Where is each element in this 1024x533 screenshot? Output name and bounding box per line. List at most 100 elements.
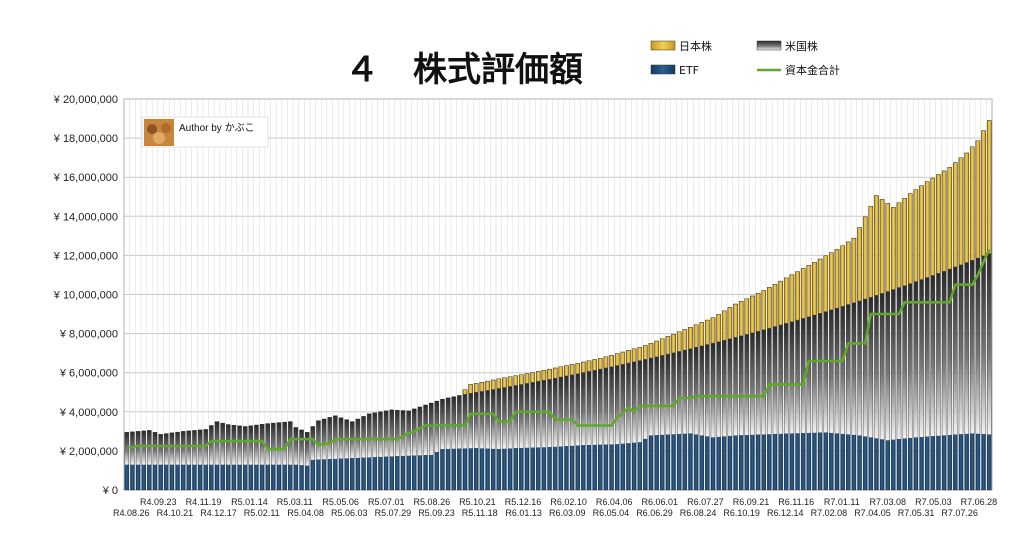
x-tick-label: R7.01.11 xyxy=(824,497,860,507)
bar-etf xyxy=(181,464,186,490)
bar-us-stock xyxy=(462,394,468,449)
bar-us-stock xyxy=(530,382,535,448)
bar xyxy=(203,429,208,491)
bar-etf xyxy=(834,433,840,490)
bar-jp-stock xyxy=(761,290,766,330)
bar xyxy=(479,382,485,491)
bar xyxy=(868,206,874,491)
bar xyxy=(648,343,654,491)
bar xyxy=(220,422,225,491)
bar xyxy=(530,372,535,491)
bar-etf xyxy=(609,444,614,490)
bar-us-stock xyxy=(288,421,293,465)
bar-outline xyxy=(936,174,941,491)
bar-us-stock xyxy=(276,422,282,465)
bar xyxy=(699,322,704,491)
bar-etf xyxy=(502,448,507,490)
bar-us-stock xyxy=(271,423,276,465)
bar-jp-stock xyxy=(755,293,761,332)
bar-jp-stock xyxy=(541,370,547,381)
bar-etf xyxy=(868,437,873,490)
bar-etf xyxy=(384,456,389,490)
bar xyxy=(846,241,851,491)
author-avatar-icon xyxy=(144,119,174,146)
bar xyxy=(524,373,530,491)
bar-etf xyxy=(626,443,631,490)
bar xyxy=(327,417,332,491)
bar-outline xyxy=(924,181,930,491)
x-tick-label: R6.04.06 xyxy=(596,497,633,507)
x-tick-label: R6.12.14 xyxy=(767,508,804,518)
bar-etf xyxy=(265,464,270,490)
bar xyxy=(885,203,890,491)
legend-label: 日本株 xyxy=(679,39,712,53)
bar xyxy=(400,410,406,491)
bar-outline xyxy=(964,152,969,491)
bar-etf xyxy=(541,447,546,490)
y-tick-label: ¥ 12,000,000 xyxy=(53,250,118,262)
bar-jp-stock xyxy=(564,365,569,377)
bar-etf xyxy=(536,447,541,490)
bar-outline xyxy=(259,424,265,491)
bar-jp-stock xyxy=(857,227,862,302)
bar-outline xyxy=(547,368,552,491)
bar-outline xyxy=(671,333,676,491)
bar-etf xyxy=(400,455,406,490)
bar-outline xyxy=(851,237,857,491)
bar-us-stock xyxy=(902,285,907,439)
bar-us-stock xyxy=(553,378,558,447)
bar-outline xyxy=(186,430,192,491)
bar xyxy=(383,410,389,491)
bar-jp-stock xyxy=(496,378,502,389)
bar-outline xyxy=(169,432,175,491)
bar-jp-stock xyxy=(727,307,733,339)
bar-outline xyxy=(637,347,642,491)
bar-jp-stock xyxy=(970,146,975,261)
bar-etf xyxy=(457,448,462,490)
bar-etf xyxy=(874,438,879,490)
bar-etf xyxy=(637,442,642,490)
bar-us-stock xyxy=(812,314,817,433)
bar xyxy=(338,417,344,491)
bar-us-stock xyxy=(716,341,721,437)
bar-jp-stock xyxy=(908,193,913,284)
bar-us-stock xyxy=(417,406,422,456)
bar-etf xyxy=(615,444,620,490)
bar xyxy=(891,207,896,491)
bar-outline xyxy=(648,343,654,491)
bar xyxy=(209,425,214,491)
bar-jp-stock xyxy=(879,199,885,294)
bar-etf xyxy=(902,438,907,490)
bar-jp-stock xyxy=(693,324,699,348)
bar-etf xyxy=(158,464,163,490)
bar-etf xyxy=(795,433,800,490)
bar xyxy=(406,410,411,491)
bar-outline xyxy=(350,421,355,491)
bar-us-stock xyxy=(896,287,902,439)
y-tick-label: ¥ 20,000,000 xyxy=(53,94,118,106)
bar-us-stock xyxy=(175,432,180,465)
bar-outline xyxy=(823,255,828,491)
bar-jp-stock xyxy=(654,340,659,357)
bar-jp-stock xyxy=(896,202,902,288)
bar-etf xyxy=(575,445,580,490)
bar xyxy=(147,430,152,491)
bar-etf xyxy=(203,464,208,490)
bar-etf xyxy=(485,448,490,490)
bar-us-stock xyxy=(699,345,704,436)
bar-outline xyxy=(457,395,462,491)
bar-etf xyxy=(947,434,952,490)
bar-etf xyxy=(632,442,637,490)
bar-jp-stock xyxy=(891,207,896,290)
bar-etf xyxy=(857,435,862,490)
bar-us-stock xyxy=(575,373,580,446)
bar-outline xyxy=(265,423,270,491)
bar-etf xyxy=(643,438,648,490)
bar-jp-stock xyxy=(829,252,834,311)
bar-outline xyxy=(316,420,321,491)
y-tick-label: ¥ 4,000,000 xyxy=(59,407,118,419)
x-tick-label: R7.06.28 xyxy=(961,497,998,507)
bar-outline xyxy=(699,322,704,491)
x-tick-label: R5.12.16 xyxy=(505,497,542,507)
bar-us-stock xyxy=(254,424,259,465)
